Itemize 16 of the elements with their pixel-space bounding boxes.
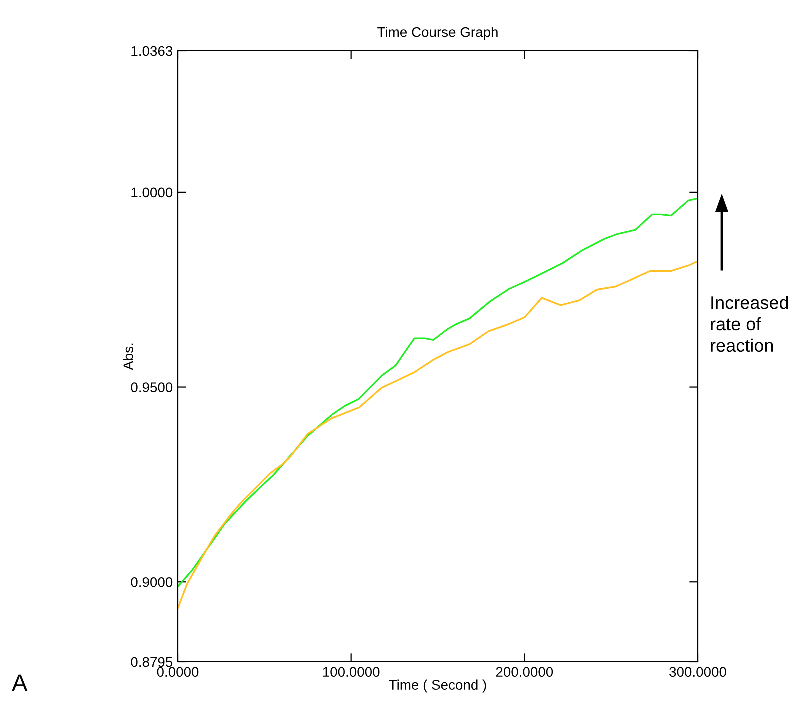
y-tick-label: 0.8795 bbox=[131, 657, 173, 668]
y-tick-label: 1.0363 bbox=[132, 46, 173, 56]
x-tick-label: 100.0000 bbox=[323, 667, 380, 678]
line-series bbox=[178, 260, 698, 610]
x-tick-label: 300.0000 bbox=[670, 667, 726, 678]
x-tick-label: 200.0000 bbox=[496, 667, 554, 678]
line-series bbox=[178, 198, 698, 588]
chart-title: Time Course Graph bbox=[378, 27, 498, 40]
y-tick-label: 0.9500 bbox=[131, 382, 173, 392]
text: A bbox=[12, 674, 28, 692]
y-tick-label: 1.0000 bbox=[132, 188, 173, 198]
y-tick-label: 0.9000 bbox=[131, 577, 173, 588]
x-axis-title: Time ( Second ) bbox=[389, 680, 486, 693]
y-axis-title: Abs. bbox=[123, 344, 134, 370]
text: Increased rate of reaction bbox=[711, 296, 788, 352]
x-tick-label: 0.0000 bbox=[157, 667, 199, 678]
